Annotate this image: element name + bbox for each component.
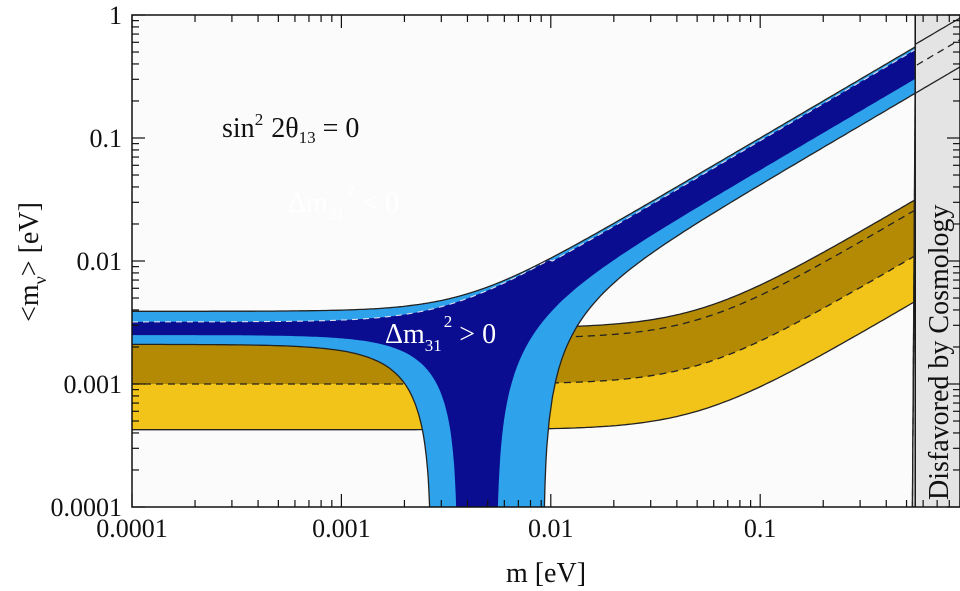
y-axis-title: <mν> [eV] — [14, 202, 50, 322]
x-tick-label: 0.1 — [744, 514, 777, 543]
y-title-close: > — [14, 260, 45, 276]
y-tick-label: 0.1 — [90, 124, 123, 153]
normal-hierarchy-label: Δm312 > 0 — [385, 312, 496, 355]
y-tick-label: 0.0001 — [51, 493, 123, 522]
inverted-sub: 31 — [328, 205, 345, 224]
x-tick-label: 0.001 — [312, 514, 371, 543]
normal-sub: 31 — [425, 336, 442, 355]
y-title-open: <m — [14, 284, 45, 322]
normal-dm: Δm — [385, 319, 425, 350]
normal-lower-edge — [132, 66, 960, 507]
inverted-dm: Δm — [288, 188, 328, 219]
y-title-sub: ν — [30, 276, 50, 284]
theta-eq: = 0 — [316, 113, 360, 144]
axis-ticks: 0.0001 0.001 0.01 0.1 1 0.0001 0.001 0.01 0.1 — [51, 1, 960, 543]
inverted-hierarchy-label: Δm312 < 0 — [288, 181, 399, 224]
y-tick-label: 0.01 — [77, 247, 123, 276]
theta-sup: 2 — [255, 110, 264, 129]
normal-sup: 2 — [444, 312, 453, 331]
theta-annotation: sin2 2θ13 = 0 — [222, 110, 359, 147]
y-title-unit: [eV] — [14, 202, 45, 260]
theta-two: 2θ — [271, 113, 298, 144]
y-tick-label: 1 — [109, 1, 122, 30]
normal-bestfit-band — [132, 23, 960, 507]
normal-dash-upper — [132, 22, 960, 323]
theta-sin: sin — [222, 113, 255, 144]
inverted-sup: 2 — [347, 181, 356, 200]
x-tick-label: 0.01 — [528, 514, 574, 543]
normal-rel: > 0 — [452, 319, 496, 350]
x-axis-title: m [eV] — [506, 558, 586, 589]
cosmology-label: Disfavored by Cosmology — [924, 204, 955, 500]
inverted-rel: < 0 — [355, 188, 399, 219]
x-tick-label: 0.0001 — [96, 514, 168, 543]
theta-sub: 13 — [299, 128, 316, 147]
y-tick-label: 0.001 — [64, 370, 123, 399]
normal-upper-edge — [132, 20, 960, 312]
